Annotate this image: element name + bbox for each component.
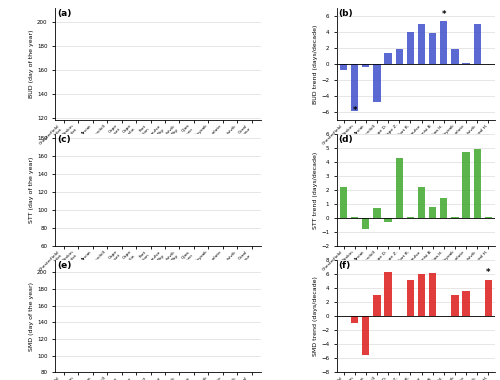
- Bar: [418, 274, 425, 316]
- Bar: [374, 64, 380, 103]
- Y-axis label: STT trend (days/decade): STT trend (days/decade): [314, 151, 318, 229]
- Text: (e): (e): [57, 261, 72, 270]
- Bar: [407, 32, 414, 64]
- Bar: [351, 64, 358, 111]
- Bar: [374, 208, 380, 218]
- Bar: [384, 272, 392, 316]
- Bar: [362, 218, 370, 230]
- Bar: [440, 198, 448, 218]
- Bar: [340, 64, 347, 70]
- Bar: [429, 273, 436, 316]
- Text: (c): (c): [57, 135, 70, 144]
- Y-axis label: BUD trend (days/decade): BUD trend (days/decade): [314, 24, 318, 104]
- Text: *: *: [442, 10, 446, 19]
- Text: (f): (f): [338, 261, 350, 270]
- Bar: [396, 49, 403, 64]
- Bar: [407, 217, 414, 218]
- Bar: [484, 217, 492, 218]
- Bar: [374, 295, 380, 316]
- Bar: [351, 217, 358, 218]
- Bar: [452, 217, 458, 218]
- Text: (d): (d): [338, 135, 353, 144]
- Bar: [429, 207, 436, 218]
- Bar: [429, 33, 436, 64]
- Y-axis label: SMD trend (days/decade): SMD trend (days/decade): [314, 276, 318, 356]
- Bar: [340, 187, 347, 218]
- Bar: [362, 64, 370, 67]
- Text: *: *: [486, 268, 490, 277]
- Bar: [462, 63, 469, 64]
- Bar: [418, 24, 425, 64]
- Text: (b): (b): [338, 9, 353, 18]
- Bar: [384, 218, 392, 222]
- Bar: [462, 152, 469, 218]
- Bar: [452, 49, 458, 64]
- Bar: [407, 280, 414, 316]
- Bar: [396, 158, 403, 218]
- Y-axis label: SMD (day of the year): SMD (day of the year): [29, 282, 34, 351]
- Y-axis label: BUD (day of the year): BUD (day of the year): [29, 30, 34, 98]
- Text: *: *: [352, 106, 357, 116]
- Bar: [440, 21, 448, 64]
- Bar: [474, 24, 481, 64]
- Bar: [474, 149, 481, 218]
- Bar: [384, 54, 392, 64]
- Text: (a): (a): [57, 9, 72, 18]
- Bar: [462, 291, 469, 316]
- Bar: [418, 187, 425, 218]
- Y-axis label: STT (day of the year): STT (day of the year): [29, 157, 34, 223]
- Bar: [484, 280, 492, 316]
- Bar: [362, 316, 370, 355]
- Bar: [351, 316, 358, 323]
- Bar: [452, 295, 458, 316]
